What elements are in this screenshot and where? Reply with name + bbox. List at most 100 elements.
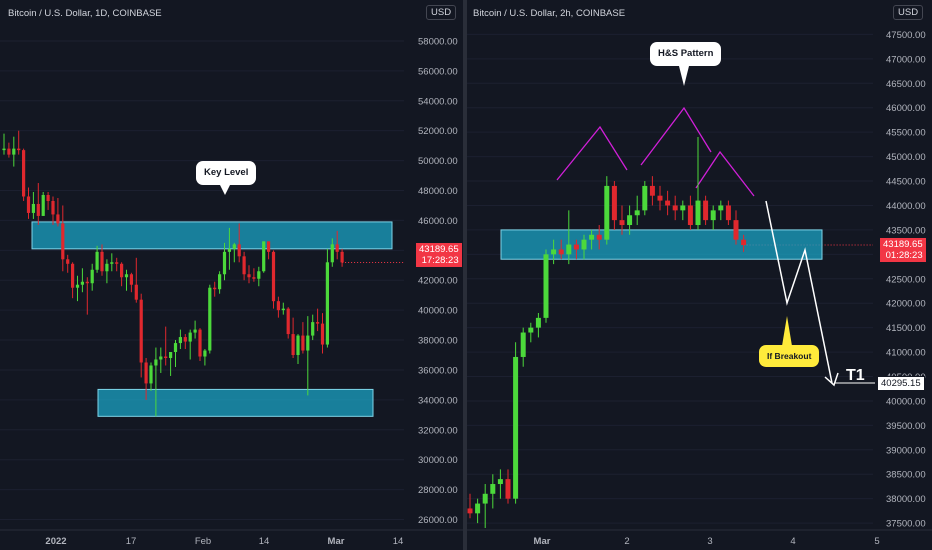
candle-body	[66, 259, 70, 264]
candle-body	[222, 251, 227, 275]
candle-body	[267, 241, 271, 252]
price-tick-label: 43500.00	[886, 225, 926, 236]
time-tick-label: Mar	[534, 536, 551, 547]
candle-body	[680, 205, 686, 211]
price-tick-label: 44500.00	[886, 177, 926, 188]
time-tick-label: 17	[126, 536, 137, 547]
candle-body	[75, 284, 80, 288]
candle-body	[198, 329, 202, 357]
two-hour-chart-canvas[interactable]: 47500.00 47000.00 46500.00 46000.00 45500.00…	[467, 0, 932, 550]
price-tick-label: 45500.00	[886, 128, 926, 139]
candle-body	[173, 343, 178, 353]
key-level-pointer	[220, 185, 230, 195]
candle-body	[566, 244, 572, 255]
candle-body	[718, 205, 724, 211]
price-tick-label: 40000.00	[886, 396, 926, 407]
left-shoulder-line	[556, 125, 628, 181]
price-tick-label: 48000.00	[418, 186, 458, 197]
candle-body	[178, 337, 182, 344]
currency-button[interactable]: USD	[426, 5, 457, 20]
price-tick-label: 46000.00	[418, 216, 458, 227]
candle-body	[513, 356, 519, 499]
candle-body	[301, 335, 305, 351]
candle-body	[306, 335, 310, 351]
two-hour-chart-panel[interactable]: 47500.00 47000.00 46500.00 46000.00 45500.00…	[467, 0, 932, 550]
candle-body	[252, 277, 256, 279]
price-tick-label: 36000.00	[418, 365, 458, 376]
candle-body	[149, 365, 153, 384]
candle-body	[281, 308, 285, 311]
candle-body	[124, 274, 129, 278]
candle-body	[725, 205, 731, 221]
time-tick-label: 14	[393, 536, 404, 547]
price-tick-label: 42000.00	[418, 276, 458, 287]
price-tick-label: 39500.00	[886, 421, 926, 432]
candle-body	[31, 203, 35, 213]
if-breakout-callout: If Breakout	[759, 345, 820, 367]
hs-pattern-pointer	[679, 66, 689, 86]
candle-body	[649, 185, 655, 196]
price-tick-label: 41500.00	[886, 323, 926, 334]
target-price-tag: 40295.15	[877, 376, 925, 391]
panel-divider[interactable]	[463, 0, 467, 550]
candle-body	[154, 359, 158, 366]
candle-body	[611, 185, 617, 221]
candle-body	[558, 249, 564, 255]
price-tick-label: 47500.00	[886, 30, 926, 41]
time-tick-label: 2022	[45, 536, 66, 547]
candle-body	[490, 484, 496, 494]
breakout-pointer	[782, 316, 792, 346]
candle-body	[581, 239, 587, 250]
candle-body	[36, 203, 40, 216]
candle-body	[227, 248, 231, 252]
candle-body	[296, 335, 300, 356]
candle-body	[271, 251, 276, 302]
candle-body	[475, 503, 481, 514]
candle-body	[286, 308, 290, 335]
candle-body	[657, 195, 663, 201]
price-tick-label: 56000.00	[418, 66, 458, 77]
candle-body	[120, 263, 124, 278]
daily-chart-canvas[interactable]: 58000.00 56000.00 54000.00 52000.00 50000.00…	[0, 0, 463, 550]
time-tick-label: 2	[624, 536, 629, 547]
candle-body	[311, 322, 315, 336]
price-tick-label: 26000.00	[418, 515, 458, 526]
daily-chart-panel[interactable]: 58000.00 56000.00 54000.00 52000.00 50000.00…	[0, 0, 463, 550]
candle-body	[619, 220, 625, 226]
candle-body	[535, 317, 541, 328]
candle-body	[80, 281, 84, 285]
price-tick-label: 58000.00	[418, 36, 458, 47]
price-tick-label: 30000.00	[418, 455, 458, 466]
candle-body	[56, 214, 60, 224]
candle-body	[276, 301, 280, 311]
candle-body	[330, 244, 334, 263]
price-tick-label: 42000.00	[886, 299, 926, 310]
currency-button[interactable]: USD	[893, 5, 924, 20]
price-tick-label: 54000.00	[418, 96, 458, 107]
candle-body	[129, 274, 133, 285]
candle-body	[634, 210, 640, 216]
candle-body	[703, 200, 709, 221]
candle-body	[100, 251, 104, 272]
last-price-tag: 43189.65 17:28:23	[416, 243, 462, 267]
candle-body	[710, 210, 716, 221]
candle-body	[26, 196, 31, 213]
candle-body	[573, 244, 579, 250]
zone-support	[97, 388, 374, 417]
candle-body	[159, 356, 163, 360]
candle-body	[335, 244, 339, 252]
price-tick-label: 38000.00	[886, 494, 926, 505]
last-price-value: 43189.65	[883, 239, 923, 250]
price-tick-label: 37500.00	[886, 519, 926, 530]
candle-body	[105, 263, 109, 272]
candle-body	[687, 205, 693, 226]
bar-countdown: 17:28:23	[421, 255, 459, 266]
candle-body	[90, 269, 94, 284]
projection-path	[765, 200, 833, 384]
candle-body	[627, 215, 633, 226]
last-price-tag: 43189.65 01:28:23	[880, 238, 926, 262]
candle-body	[2, 148, 6, 151]
candle-body	[237, 244, 241, 257]
candle-body	[316, 322, 320, 324]
candle-body	[51, 200, 55, 215]
